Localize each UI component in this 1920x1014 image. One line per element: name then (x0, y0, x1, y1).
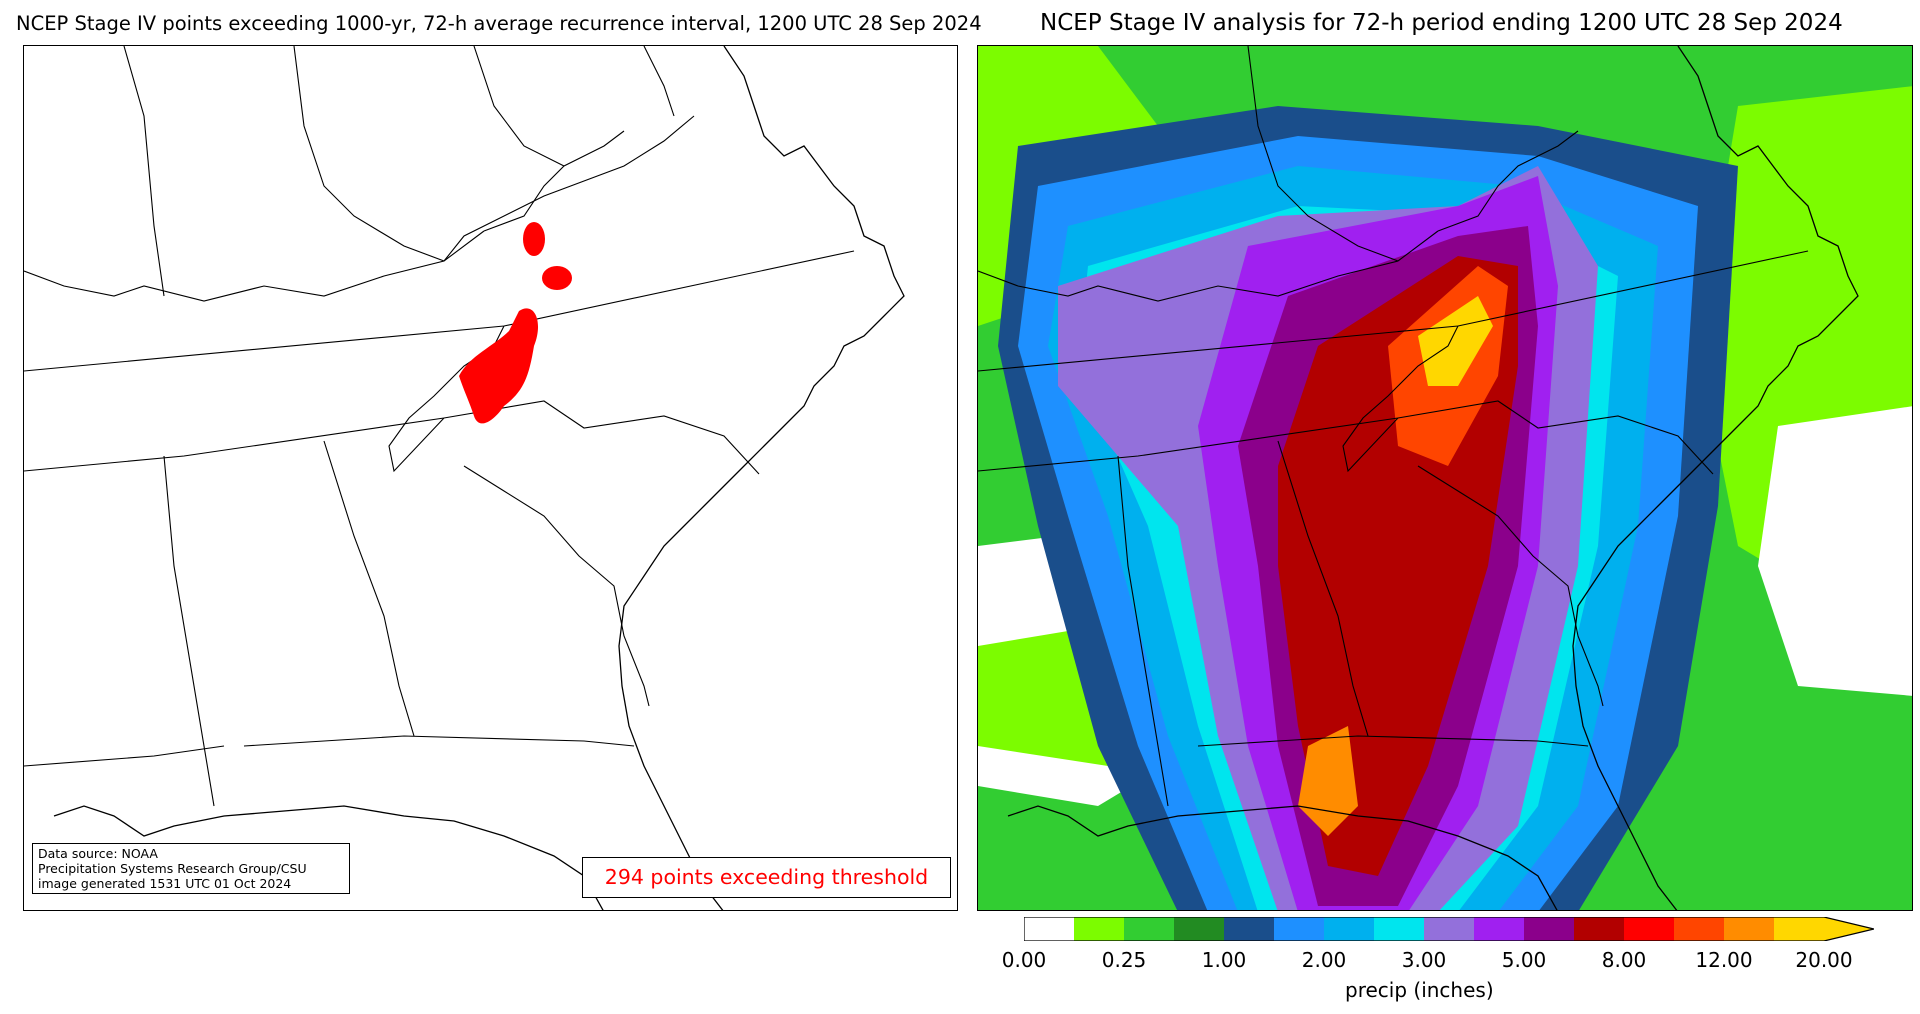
colorbar-tick-label: 0.00 (1001, 948, 1047, 972)
colorbar-segment (1174, 917, 1225, 941)
precip-colorbar (1024, 917, 1874, 941)
colorbar-segment (1274, 917, 1325, 941)
colorbar-segment (1074, 917, 1125, 941)
right-map-title: NCEP Stage IV analysis for 72-h period e… (1040, 10, 1843, 36)
colorbar-tick-label: 1.00 (1201, 948, 1247, 972)
colorbar-segment (1024, 917, 1075, 941)
source-line: Data source: NOAA (38, 846, 158, 861)
colorbar-segment (1124, 917, 1175, 941)
colorbar-segment (1424, 917, 1475, 941)
colorbar-tick-label: 20.00 (1795, 948, 1853, 972)
colorbar-segment (1324, 917, 1375, 941)
precipitation-map (977, 45, 1913, 911)
colorbar-segment (1374, 917, 1425, 941)
colorbar-tick-label: 12.00 (1695, 948, 1753, 972)
left-map-title: NCEP Stage IV points exceeding 1000-yr, … (16, 12, 982, 35)
coastline-right (1007, 46, 1859, 910)
colorbar-tick-label: 0.25 (1101, 948, 1147, 972)
exceedance-map: Data source: NOAA Precipitation Systems … (23, 45, 958, 911)
coastline (53, 46, 905, 910)
colorbar-segment (1524, 917, 1575, 941)
exceedance-map-svg (24, 46, 905, 910)
colorbar-tick-label: 2.00 (1301, 948, 1347, 972)
state-borders-right (978, 46, 1809, 807)
colorbar-tick-label: 3.00 (1401, 948, 1447, 972)
colorbar-segment (1224, 917, 1275, 941)
colorbar-tick-label: 8.00 (1601, 948, 1647, 972)
state-borders (24, 46, 855, 807)
colorbar-segment (1574, 917, 1625, 941)
source-line: image generated 1531 UTC 01 Oct 2024 (38, 876, 292, 891)
colorbar-segment (1624, 917, 1675, 941)
precipitation-map-svg (978, 46, 1912, 910)
colorbar-segment (1674, 917, 1725, 941)
points-count-box: 294 points exceeding threshold (582, 857, 951, 898)
data-source-box: Data source: NOAA Precipitation Systems … (32, 843, 350, 894)
colorbar-segment (1774, 917, 1874, 941)
exceedance-cluster-va (523, 222, 545, 256)
colorbar-segment (1474, 917, 1525, 941)
exceedance-cluster-nc (459, 308, 539, 424)
exceedance-cluster-va-south (542, 266, 572, 290)
source-line: Precipitation Systems Research Group/CSU (38, 861, 307, 876)
colorbar-segment (1724, 917, 1775, 941)
colorbar-label: precip (inches) (1345, 978, 1494, 1002)
colorbar-outline (1024, 917, 1874, 941)
exceedance-points (459, 222, 572, 424)
colorbar-tick-label: 5.00 (1501, 948, 1547, 972)
